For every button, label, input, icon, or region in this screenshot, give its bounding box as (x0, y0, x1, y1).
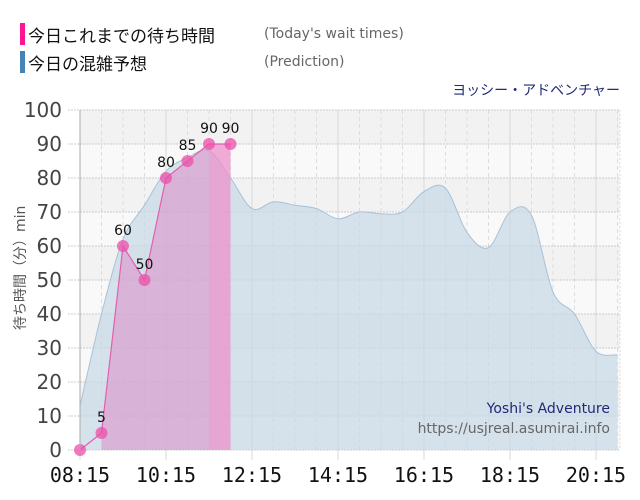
legend-item-prediction: 今日の混雑予想 (Prediction) (20, 48, 404, 76)
data-label: 80 (157, 155, 175, 171)
y-tick-label: 40 (37, 302, 62, 326)
y-axis-label: 待ち時間（分）min (13, 205, 29, 330)
y-tick-label: 10 (37, 404, 62, 428)
x-tick-label: 20:15 (566, 463, 626, 487)
actual-data-point (117, 240, 129, 252)
plot-band (80, 110, 620, 144)
legend-sublabel-actual: (Today's wait times) (264, 26, 404, 42)
y-tick-label: 50 (37, 268, 62, 292)
actual-data-point (138, 274, 151, 286)
y-tick-label: 60 (37, 234, 62, 258)
x-tick-label: 12:15 (222, 463, 282, 487)
attraction-title: ヨッシー・アドベンチャー (452, 83, 620, 99)
legend-label-prediction: 今日の混雑予想 (28, 54, 147, 75)
y-tick-label: 80 (37, 166, 62, 190)
data-label: 5 (97, 410, 106, 426)
legend-sublabel-prediction: (Prediction) (264, 54, 345, 70)
y-tick-label: 30 (37, 336, 62, 360)
actual-data-point (203, 138, 215, 150)
data-label: 90 (200, 121, 218, 137)
data-label: 50 (136, 257, 154, 273)
x-tick-label: 16:15 (394, 463, 454, 487)
legend-item-actual: 今日これまでの待ち時間 (Today's wait times) (20, 20, 404, 48)
watermark-url: https://usjreal.asumirai.info (417, 421, 610, 437)
x-tick-label: 08:15 (50, 463, 110, 487)
y-tick-label: 90 (37, 132, 62, 156)
chart-legend: 今日これまでの待ち時間 (Today's wait times) 今日の混雑予想… (20, 20, 404, 76)
prediction-line (79, 149, 618, 406)
y-tick-label: 100 (24, 98, 62, 122)
data-label: 60 (114, 223, 132, 239)
legend-label-actual: 今日これまでの待ち時間 (28, 26, 215, 47)
actual-data-point (95, 427, 108, 439)
x-tick-label: 10:15 (136, 463, 196, 487)
y-tick-label: 0 (49, 438, 62, 462)
actual-area-recent (209, 144, 231, 450)
actual-data-point (160, 172, 172, 184)
actual-data-point (224, 138, 237, 150)
legend-swatch-actual (20, 23, 25, 45)
x-tick-label: 18:15 (480, 463, 540, 487)
actual-data-point (181, 155, 194, 167)
x-tick-label: 14:15 (308, 463, 368, 487)
legend-swatch-prediction (20, 51, 25, 73)
data-label: 85 (179, 138, 197, 154)
y-tick-label: 20 (37, 370, 62, 394)
watermark-title: Yoshi's Adventure (486, 401, 610, 417)
actual-area (101, 144, 231, 450)
data-label: 90 (222, 121, 240, 137)
y-tick-label: 70 (37, 200, 62, 224)
